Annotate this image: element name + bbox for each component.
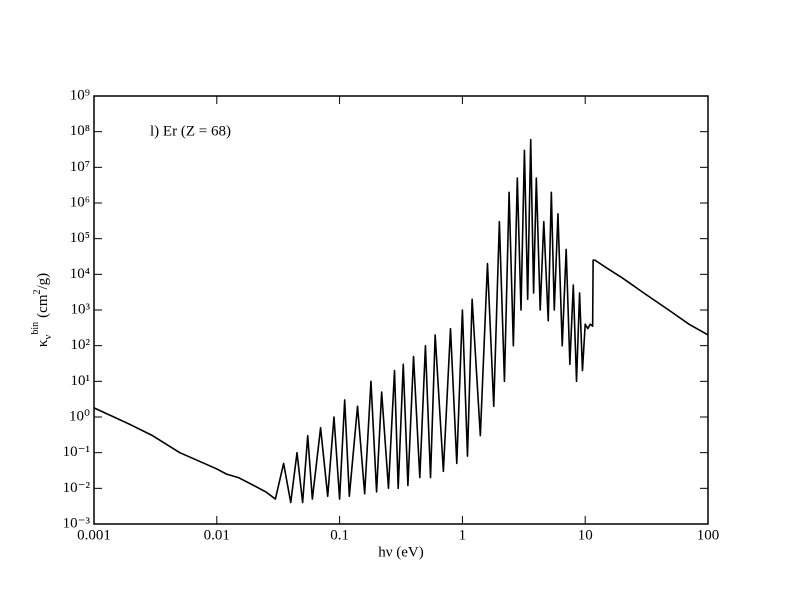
y-tick-label: 10⁰ xyxy=(69,408,90,424)
y-tick-label: 10⁸ xyxy=(70,123,90,139)
x-axis-label: hν (eV) xyxy=(378,544,424,560)
y-label-sup: bin xyxy=(30,322,41,335)
y-label-symbol: κ xyxy=(35,339,51,347)
x-tick-label: 0.01 xyxy=(204,527,230,543)
annotation: l) Er (Z = 68) xyxy=(150,123,231,139)
x-tick-label: 1 xyxy=(459,527,467,543)
y-tick-label: 10⁶ xyxy=(70,194,90,210)
y-tick-label: 10⁻³ xyxy=(63,515,91,531)
y-tick-label: 10¹ xyxy=(71,373,91,389)
plot-frame xyxy=(93,95,709,525)
data-line xyxy=(93,138,709,504)
y-tick-label: 10⁻² xyxy=(63,480,91,496)
y-tick-label: 10⁵ xyxy=(70,230,90,246)
y-tick-label: 10⁻¹ xyxy=(63,444,90,460)
x-tick-label: 10 xyxy=(578,527,593,543)
x-tick-label: 0.1 xyxy=(330,527,349,543)
y-label-sub: ν xyxy=(42,335,54,340)
y-tick-label: 10⁹ xyxy=(70,87,90,103)
y-tick-label: 10² xyxy=(71,337,91,353)
y-label-unit-end: /g) xyxy=(35,273,51,290)
x-tick-label: 100 xyxy=(697,527,720,543)
y-tick-label: 10⁴ xyxy=(70,266,90,282)
y-label-unit-sup: 2 xyxy=(32,290,43,295)
x-tick-label: 0.001 xyxy=(77,527,111,543)
y-axis-label: κνbin (cm2/g) xyxy=(30,273,53,347)
y-label-unit: (cm xyxy=(35,294,51,318)
y-tick-label: 10³ xyxy=(71,301,91,317)
y-tick-label: 10⁷ xyxy=(70,159,90,175)
